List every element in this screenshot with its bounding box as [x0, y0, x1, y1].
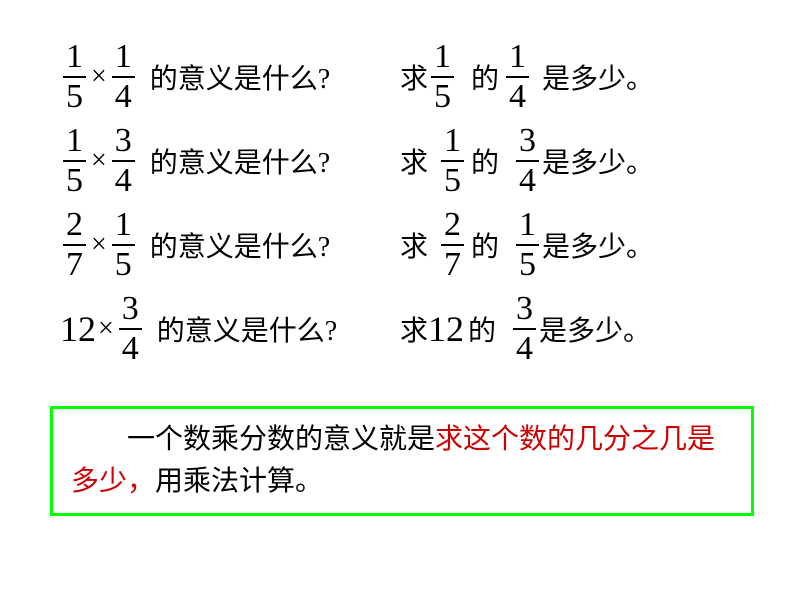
- denominator: 5: [63, 76, 86, 114]
- summary-box: 一个数乘分数的意义就是求这个数的几分之几是多少，用乘法计算。: [50, 406, 754, 516]
- row-3-left: 2 7 × 1 5 的意义是什么?: [60, 208, 400, 282]
- times-sign: ×: [91, 145, 107, 177]
- question-text: 的意义是什么?: [150, 57, 330, 97]
- fraction: 3 4: [112, 124, 135, 198]
- row-1-right: 求 1 5 的 1 4 是多少。: [400, 40, 654, 114]
- times-sign: ×: [91, 61, 107, 93]
- suffix: 是多少。: [542, 225, 654, 265]
- fraction: 3 4: [513, 292, 536, 366]
- numerator: 3: [513, 292, 536, 328]
- denominator: 7: [441, 244, 464, 282]
- fraction: 1 5: [431, 40, 454, 114]
- row-3: 2 7 × 1 5 的意义是什么? 求 2 7 的: [60, 208, 744, 282]
- fraction: 1 5: [516, 208, 539, 282]
- row-4: 12 × 3 4 的意义是什么? 求 12 的 3 4 是多少。: [60, 292, 744, 366]
- numerator: 1: [63, 124, 86, 160]
- row-4-left: 12 × 3 4 的意义是什么?: [60, 292, 400, 366]
- row-1-left: 1 5 × 1 4 的意义是什么?: [60, 40, 400, 114]
- row-2-right: 求 1 5 的 3 4 是多少。: [400, 124, 654, 198]
- denominator: 7: [63, 244, 86, 282]
- fraction: 1 5: [112, 208, 135, 282]
- fraction: 1 5: [441, 124, 464, 198]
- question-text: 的意义是什么?: [150, 225, 330, 265]
- numerator: 2: [63, 208, 86, 244]
- slide-content: 1 5 × 1 4 的意义是什么? 求 1 5 的 1: [0, 0, 794, 396]
- question-text: 的意义是什么?: [157, 309, 337, 349]
- denominator: 4: [506, 76, 529, 114]
- numerator: 3: [119, 292, 142, 328]
- row-3-right: 求 2 7 的 1 5 是多少。: [400, 208, 654, 282]
- numerator: 2: [441, 208, 464, 244]
- fraction: 3 4: [516, 124, 539, 198]
- numerator: 1: [63, 40, 86, 76]
- numerator: 1: [431, 40, 454, 76]
- times-sign: ×: [91, 229, 107, 261]
- prefix: 求: [400, 225, 428, 265]
- summary-part1: 一个数乘分数的意义就是: [127, 424, 435, 455]
- question-rows: 1 5 × 1 4 的意义是什么? 求 1 5 的 1: [60, 40, 744, 376]
- row-4-right: 求 12 的 3 4 是多少。: [400, 292, 651, 366]
- denominator: 4: [516, 160, 539, 198]
- summary-part2: 用乘法计算。: [155, 466, 323, 497]
- mid: 的: [471, 141, 499, 181]
- prefix: 求: [400, 141, 428, 181]
- mid: 的: [468, 309, 496, 349]
- numerator: 1: [112, 208, 135, 244]
- numerator: 1: [441, 124, 464, 160]
- whole-number: 12: [428, 308, 464, 350]
- fraction: 1 5: [63, 124, 86, 198]
- fraction: 1 5: [63, 40, 86, 114]
- denominator: 5: [112, 244, 135, 282]
- fraction: 3 4: [119, 292, 142, 366]
- denominator: 5: [441, 160, 464, 198]
- mid: 的: [471, 57, 499, 97]
- suffix: 是多少。: [539, 309, 651, 349]
- denominator: 5: [431, 76, 454, 114]
- denominator: 4: [119, 328, 142, 366]
- denominator: 5: [516, 244, 539, 282]
- fraction: 2 7: [63, 208, 86, 282]
- numerator: 1: [506, 40, 529, 76]
- fraction: 1 4: [506, 40, 529, 114]
- suffix: 是多少。: [542, 57, 654, 97]
- fraction: 2 7: [441, 208, 464, 282]
- denominator: 4: [112, 76, 135, 114]
- prefix: 求: [400, 57, 428, 97]
- numerator: 1: [516, 208, 539, 244]
- fraction: 1 4: [112, 40, 135, 114]
- row-1: 1 5 × 1 4 的意义是什么? 求 1 5 的 1: [60, 40, 744, 114]
- row-2: 1 5 × 3 4 的意义是什么? 求 1 5 的: [60, 124, 744, 198]
- whole-number: 12: [60, 308, 96, 350]
- suffix: 是多少。: [542, 141, 654, 181]
- numerator: 3: [112, 124, 135, 160]
- question-text: 的意义是什么?: [150, 141, 330, 181]
- prefix: 求: [400, 309, 428, 349]
- denominator: 5: [63, 160, 86, 198]
- times-sign: ×: [98, 313, 114, 345]
- numerator: 3: [516, 124, 539, 160]
- mid: 的: [471, 225, 499, 265]
- denominator: 4: [112, 160, 135, 198]
- row-2-left: 1 5 × 3 4 的意义是什么?: [60, 124, 400, 198]
- numerator: 1: [112, 40, 135, 76]
- denominator: 4: [513, 328, 536, 366]
